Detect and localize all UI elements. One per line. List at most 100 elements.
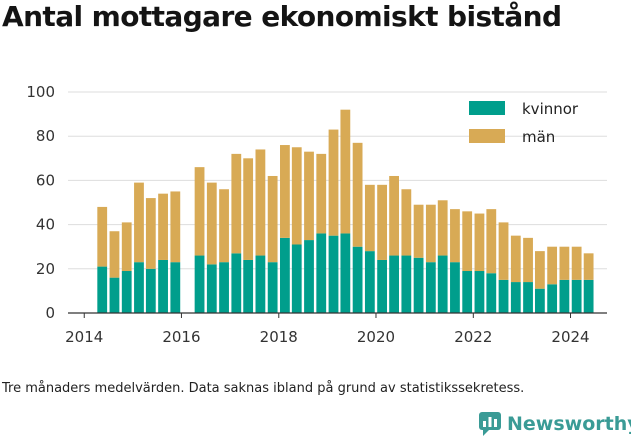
bar-kvinnor <box>486 273 497 313</box>
bar-man <box>474 213 485 272</box>
newsworthy-icon <box>479 412 501 436</box>
y-tick-label: 0 <box>45 304 55 322</box>
bar-kvinnor <box>352 246 363 313</box>
y-tick-label: 40 <box>36 216 55 234</box>
bar-kvinnor <box>316 233 327 313</box>
newsworthy-logo[interactable]: Newsworthy <box>478 410 631 438</box>
bar-kvinnor <box>498 279 509 313</box>
bar-kvinnor <box>425 262 436 313</box>
bar-man <box>109 231 120 278</box>
bar-kvinnor <box>243 259 254 313</box>
y-axis-ticks: 0 20 40 60 80 100 <box>26 83 55 322</box>
bar-man <box>97 206 108 267</box>
bar-man <box>158 193 168 260</box>
bar-kvinnor <box>304 240 314 313</box>
bar-man <box>304 151 314 241</box>
bar-kvinnor <box>559 279 570 313</box>
bar-kvinnor <box>389 255 399 313</box>
bar-man <box>121 222 132 272</box>
bar-kvinnor <box>134 262 144 313</box>
bar-man <box>559 246 570 280</box>
bar-man <box>498 222 509 280</box>
x-axis: 2014 2016 2018 2020 2022 2024 <box>65 312 607 346</box>
x-tick-label: 2014 <box>65 328 103 346</box>
bar-kvinnor <box>583 279 594 313</box>
bar-man <box>280 145 290 238</box>
y-tick-label: 80 <box>36 127 55 145</box>
bar-man <box>437 200 448 256</box>
bar-man <box>571 246 582 280</box>
bar-kvinnor <box>534 288 545 313</box>
bar-kvinnor <box>450 262 460 313</box>
bar-man <box>413 204 424 258</box>
bar-kvinnor <box>462 271 473 313</box>
x-tick-label: 2018 <box>260 328 298 346</box>
chart-title: Antal mottagare ekonomiskt bistånd <box>2 0 562 33</box>
y-tick-label: 100 <box>26 83 55 101</box>
bar-man <box>243 158 254 260</box>
bar-man <box>583 253 594 280</box>
bar-kvinnor <box>145 268 156 313</box>
bar-kvinnor <box>97 266 108 313</box>
legend-label: män <box>522 128 555 146</box>
bar-kvinnor <box>474 271 485 313</box>
y-tick-label: 20 <box>36 260 55 278</box>
bar-kvinnor <box>219 262 229 313</box>
bar-kvinnor <box>364 251 375 313</box>
bar-kvinnor <box>231 253 242 313</box>
bar-man <box>340 109 351 234</box>
bar-kvinnor <box>413 257 424 313</box>
y-tick-label: 60 <box>36 171 55 189</box>
bar-man <box>389 175 399 256</box>
bars <box>97 109 594 313</box>
bar-kvinnor <box>547 284 558 313</box>
bar-man <box>194 167 205 256</box>
bar-man <box>534 251 545 289</box>
bar-kvinnor <box>377 259 388 313</box>
bar-man <box>316 153 327 234</box>
bar-man <box>170 191 181 263</box>
bar-kvinnor <box>401 255 412 313</box>
bar-man <box>134 182 144 263</box>
bar-man <box>291 147 302 245</box>
bar-man <box>547 246 558 285</box>
bar-man <box>328 129 339 236</box>
bar-kvinnor <box>170 262 181 313</box>
bar-man <box>401 189 412 256</box>
bar-kvinnor <box>158 259 168 313</box>
bar-man <box>523 237 533 283</box>
bar-man <box>219 189 229 263</box>
x-tick-label: 2016 <box>162 328 200 346</box>
brand-name: Newsworthy <box>507 413 631 435</box>
bar-man <box>377 184 388 260</box>
legend-label: kvinnor <box>522 100 579 118</box>
bar-kvinnor <box>437 255 448 313</box>
bar-man <box>462 211 473 272</box>
bar-man <box>450 209 460 263</box>
bar-kvinnor <box>109 277 120 313</box>
legend-swatch <box>469 129 505 143</box>
x-tick-label: 2022 <box>454 328 492 346</box>
bar-kvinnor <box>523 282 533 313</box>
bar-kvinnor <box>510 282 521 313</box>
bar-kvinnor <box>340 233 351 313</box>
bar-man <box>425 204 436 263</box>
bar-kvinnor <box>571 279 582 313</box>
bar-man <box>231 153 242 254</box>
bar-man <box>145 198 156 269</box>
bar-man <box>510 235 521 283</box>
bar-man <box>267 175 278 263</box>
bar-kvinnor <box>328 235 339 313</box>
bar-kvinnor <box>194 255 205 313</box>
x-tick-label: 2024 <box>551 328 589 346</box>
bar-man <box>364 184 375 252</box>
bar-kvinnor <box>280 237 290 313</box>
bar-kvinnor <box>255 255 266 313</box>
bar-kvinnor <box>121 271 132 313</box>
bar-man <box>486 209 497 274</box>
bar-man <box>352 142 363 247</box>
x-tick-label: 2020 <box>357 328 395 346</box>
bar-kvinnor <box>267 262 278 313</box>
bar-man <box>255 149 266 256</box>
legend-swatch <box>469 101 505 115</box>
